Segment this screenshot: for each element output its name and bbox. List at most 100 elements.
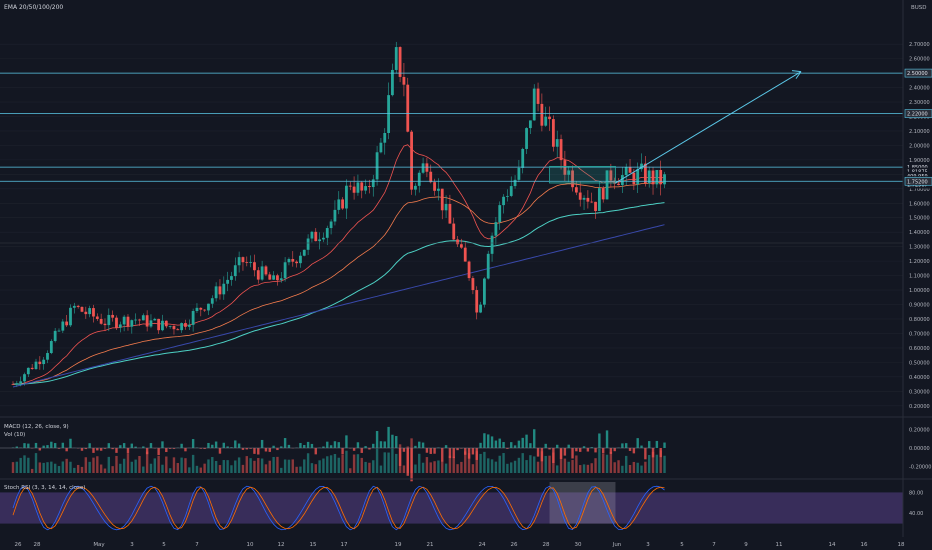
macd-hist-bar xyxy=(582,446,586,448)
candle xyxy=(218,279,222,300)
volume-bar xyxy=(536,461,540,473)
candle-body xyxy=(586,197,590,202)
candle xyxy=(387,82,390,140)
macd-hist-bar xyxy=(460,448,463,449)
macd-hist-bar xyxy=(483,433,486,448)
volume-bar xyxy=(452,456,455,473)
candle-body xyxy=(134,319,138,321)
volume-bar xyxy=(579,465,582,473)
candle-body xyxy=(567,170,571,175)
candle xyxy=(214,282,218,302)
candle-body xyxy=(651,170,655,185)
macd-hist-bar xyxy=(303,444,306,448)
volume-bar xyxy=(506,463,509,473)
candle-body xyxy=(540,103,544,126)
candle xyxy=(15,380,19,387)
candle xyxy=(463,241,467,262)
macd-hist-bar xyxy=(663,442,666,448)
candle-body xyxy=(406,84,410,132)
volume-bar xyxy=(299,466,302,473)
macd-hist-bar xyxy=(567,444,570,448)
candle-body xyxy=(582,197,586,200)
candle xyxy=(287,257,291,266)
candle xyxy=(471,275,475,295)
macd-hist-bar xyxy=(207,442,210,448)
volume-bar xyxy=(172,457,176,473)
candle xyxy=(352,176,356,200)
candle xyxy=(368,179,371,194)
price-tick-label: 0.90000 xyxy=(909,303,930,309)
candle-body xyxy=(398,47,402,77)
candle-body xyxy=(402,76,406,85)
candle xyxy=(597,181,601,212)
volume-bar xyxy=(107,456,111,473)
volume-bar xyxy=(280,467,283,473)
macd-hist-bar xyxy=(84,448,88,450)
volume-bar xyxy=(134,459,137,473)
volume-bar xyxy=(122,458,126,473)
volume-bar xyxy=(191,454,195,473)
macd-hist-bar xyxy=(122,443,126,448)
volume-bar xyxy=(605,454,609,473)
consolidation-box xyxy=(549,165,616,184)
volume-bar xyxy=(621,465,624,473)
macd-hist-bar xyxy=(609,448,613,454)
volume-bar xyxy=(556,465,559,473)
candle xyxy=(164,320,168,329)
macd-hist-bar xyxy=(579,448,582,452)
candle xyxy=(291,251,295,267)
volume-bar xyxy=(625,455,628,473)
macd-hist-bar xyxy=(268,448,271,452)
macd-hist-bar xyxy=(433,448,436,454)
macd-hist-bar xyxy=(536,448,540,457)
price-tag-label: 2.22000 xyxy=(907,112,928,118)
candle-body xyxy=(65,321,69,326)
volume-bar xyxy=(287,459,291,473)
candle-body xyxy=(548,116,551,120)
volume-bar xyxy=(586,464,590,473)
candle-body xyxy=(356,182,360,193)
volume-bar xyxy=(195,465,199,473)
macd-hist-bar xyxy=(402,448,406,452)
candle-body xyxy=(122,316,126,325)
volume-bar xyxy=(636,462,639,473)
candle xyxy=(329,219,333,235)
macd-hist-bar xyxy=(345,435,348,448)
candle xyxy=(578,181,582,207)
candle-body xyxy=(264,266,268,275)
macd-hist-bar xyxy=(226,446,229,448)
candle-body xyxy=(19,381,23,384)
candle-body xyxy=(613,180,617,184)
time-tick-label: 26 xyxy=(15,542,22,548)
volume-bar xyxy=(126,453,130,473)
candle xyxy=(498,201,502,230)
candle-body xyxy=(371,179,375,188)
candle xyxy=(375,145,379,186)
volume-bar xyxy=(291,459,294,473)
stoch-k-line xyxy=(12,485,665,531)
candle-body xyxy=(115,317,118,328)
volume-bar xyxy=(456,464,459,473)
macd-hist-bar xyxy=(521,437,524,448)
volume-bar xyxy=(467,453,471,473)
candle-body xyxy=(471,278,475,291)
macd-hist-bar xyxy=(513,445,517,448)
volume-bar xyxy=(230,465,233,473)
candle xyxy=(663,171,666,189)
volume-bar xyxy=(180,457,183,473)
candle-body xyxy=(161,320,164,331)
volume-bar xyxy=(490,459,494,473)
candle-body xyxy=(444,203,448,211)
price-tag-box xyxy=(905,171,932,180)
macd-hist-bar xyxy=(111,448,114,450)
candle-body xyxy=(53,330,57,342)
candle-body xyxy=(521,148,525,168)
candle-body xyxy=(164,320,168,327)
macd-hist-bar xyxy=(214,441,218,448)
macd-hist-bar xyxy=(180,443,183,448)
candle xyxy=(233,257,237,281)
macd-hist-bar xyxy=(471,448,475,455)
candle-body xyxy=(467,261,471,279)
candle xyxy=(356,174,360,196)
